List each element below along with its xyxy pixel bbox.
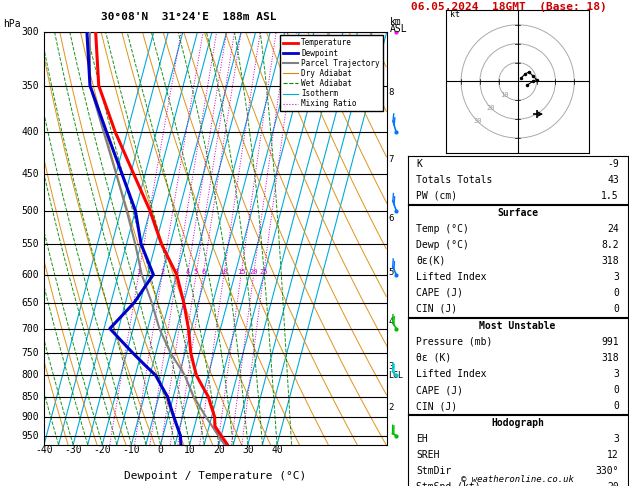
Text: 6: 6 (389, 214, 394, 223)
Text: 318: 318 (601, 353, 619, 363)
Text: θε(K): θε(K) (416, 256, 446, 266)
Text: 0: 0 (613, 401, 619, 411)
Text: 3: 3 (613, 369, 619, 379)
Text: 30: 30 (474, 119, 482, 124)
Text: 7: 7 (389, 155, 394, 164)
Text: Lifted Index: Lifted Index (416, 369, 487, 379)
Text: 991: 991 (601, 337, 619, 347)
Text: 3: 3 (613, 434, 619, 444)
Legend: Temperature, Dewpoint, Parcel Trajectory, Dry Adiabat, Wet Adiabat, Isotherm, Mi: Temperature, Dewpoint, Parcel Trajectory… (280, 35, 383, 111)
Text: 550: 550 (21, 239, 39, 249)
Text: CAPE (J): CAPE (J) (416, 385, 464, 395)
Text: 0: 0 (613, 304, 619, 314)
Text: 8: 8 (389, 88, 394, 97)
Text: 43: 43 (607, 174, 619, 185)
Text: 30°08'N  31°24'E  188m ASL: 30°08'N 31°24'E 188m ASL (101, 12, 277, 22)
Text: 2: 2 (160, 269, 164, 275)
Text: 2: 2 (389, 403, 394, 413)
Text: 30: 30 (242, 445, 253, 455)
Text: 10: 10 (500, 92, 509, 98)
Text: 06.05.2024  18GMT  (Base: 18): 06.05.2024 18GMT (Base: 18) (411, 2, 606, 13)
Text: Dewp (°C): Dewp (°C) (416, 240, 469, 250)
Text: 400: 400 (21, 127, 39, 138)
Text: K: K (416, 158, 422, 169)
Text: 40: 40 (271, 445, 283, 455)
Text: Mixing Ratio (g/kg): Mixing Ratio (g/kg) (409, 191, 419, 286)
Text: 0: 0 (613, 385, 619, 395)
Text: Hodograph: Hodograph (491, 418, 544, 428)
Text: -20: -20 (94, 445, 111, 455)
Text: -9: -9 (607, 158, 619, 169)
Text: Pressure (mb): Pressure (mb) (416, 337, 493, 347)
Text: CAPE (J): CAPE (J) (416, 288, 464, 298)
Text: 500: 500 (21, 206, 39, 216)
Text: StmDir: StmDir (416, 466, 452, 476)
Text: 700: 700 (21, 324, 39, 333)
Text: Dewpoint / Temperature (°C): Dewpoint / Temperature (°C) (125, 471, 306, 481)
Text: 800: 800 (21, 370, 39, 381)
Text: 350: 350 (21, 81, 39, 90)
Text: EH: EH (416, 434, 428, 444)
Text: CIN (J): CIN (J) (416, 304, 457, 314)
Text: 15: 15 (237, 269, 245, 275)
Text: 25: 25 (259, 269, 268, 275)
Text: 3: 3 (175, 269, 179, 275)
Text: 900: 900 (21, 412, 39, 422)
Text: StmSpd (kt): StmSpd (kt) (416, 482, 481, 486)
Text: 20: 20 (213, 445, 225, 455)
Text: -10: -10 (123, 445, 140, 455)
Text: 0: 0 (613, 288, 619, 298)
Text: CIN (J): CIN (J) (416, 401, 457, 411)
Text: 0: 0 (158, 445, 164, 455)
Text: kt: kt (450, 10, 460, 19)
Text: -30: -30 (64, 445, 82, 455)
Text: Surface: Surface (497, 208, 538, 218)
Text: Totals Totals: Totals Totals (416, 174, 493, 185)
Text: -40: -40 (35, 445, 53, 455)
Text: Lifted Index: Lifted Index (416, 272, 487, 282)
Text: hPa: hPa (3, 19, 21, 30)
Text: 3: 3 (613, 272, 619, 282)
Text: 20: 20 (249, 269, 258, 275)
Text: 750: 750 (21, 348, 39, 358)
Text: Temp (°C): Temp (°C) (416, 224, 469, 234)
Text: 950: 950 (21, 431, 39, 441)
Text: 5: 5 (389, 268, 394, 277)
Text: © weatheronline.co.uk: © weatheronline.co.uk (461, 474, 574, 484)
Text: 10: 10 (220, 269, 228, 275)
Text: SREH: SREH (416, 450, 440, 460)
Text: 450: 450 (21, 169, 39, 179)
Text: 24: 24 (607, 224, 619, 234)
Text: ASL: ASL (390, 24, 408, 35)
Text: LCL: LCL (389, 371, 404, 380)
Text: Most Unstable: Most Unstable (479, 321, 556, 331)
Text: 4: 4 (186, 269, 190, 275)
Text: 12: 12 (607, 450, 619, 460)
Text: 10: 10 (184, 445, 196, 455)
Text: 850: 850 (21, 392, 39, 401)
Text: km: km (390, 17, 402, 27)
Text: 650: 650 (21, 297, 39, 308)
Text: 1: 1 (136, 269, 141, 275)
Text: 20: 20 (607, 482, 619, 486)
Text: 600: 600 (21, 270, 39, 279)
Text: 330°: 330° (596, 466, 619, 476)
Text: 20: 20 (487, 105, 495, 111)
Text: 8.2: 8.2 (601, 240, 619, 250)
Text: 4: 4 (389, 317, 394, 326)
Text: 318: 318 (601, 256, 619, 266)
Text: 1.5: 1.5 (601, 191, 619, 201)
Text: 3: 3 (389, 362, 394, 371)
Text: PW (cm): PW (cm) (416, 191, 457, 201)
Text: 6: 6 (201, 269, 205, 275)
Text: 5: 5 (194, 269, 198, 275)
Text: θε (K): θε (K) (416, 353, 452, 363)
Text: 300: 300 (21, 27, 39, 36)
